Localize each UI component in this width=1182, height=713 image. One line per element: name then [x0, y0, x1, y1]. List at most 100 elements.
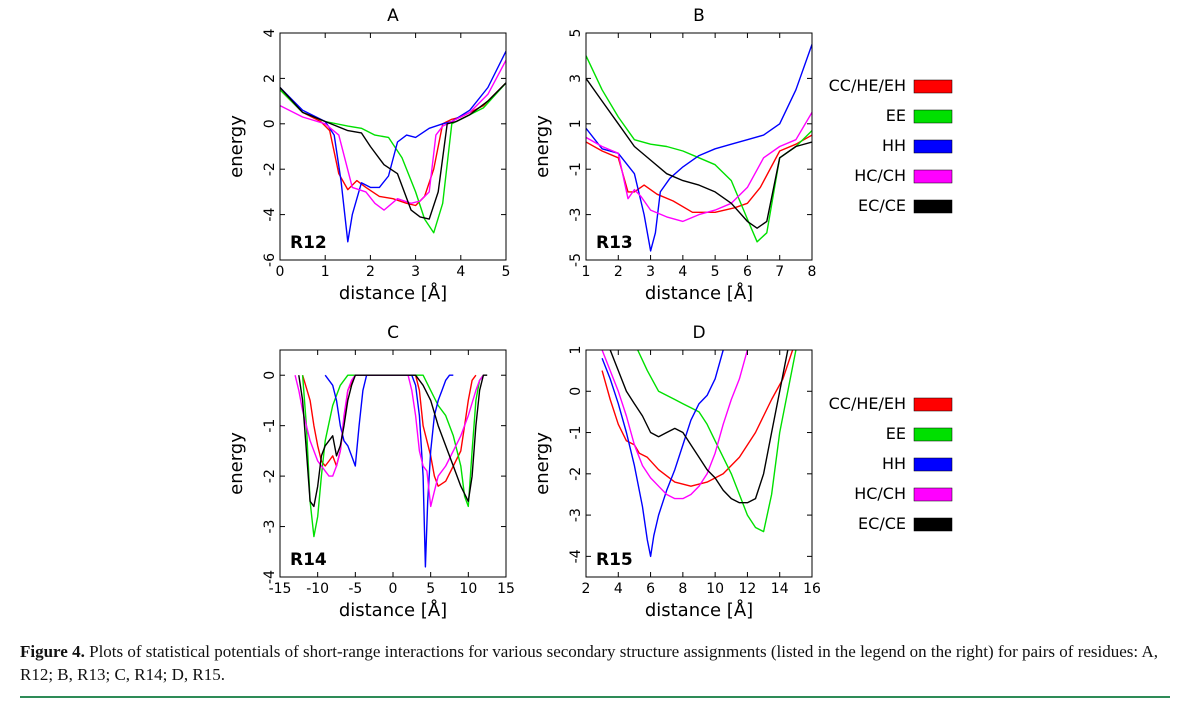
x-tick-label: 5: [502, 264, 511, 280]
x-tick-label: 12: [739, 581, 757, 597]
x-tick-label: 16: [803, 581, 821, 597]
legend-label: CC/HE/EH: [829, 76, 906, 95]
legend-label: HH: [882, 454, 906, 473]
x-tick-label: 15: [497, 581, 515, 597]
x-tick-label: 0: [389, 581, 398, 597]
legend-label: HH: [882, 136, 906, 155]
legend-swatch: [913, 457, 953, 472]
legend-swatch: [913, 487, 953, 502]
caption-rule: [20, 696, 1170, 698]
x-tick-label: 10: [706, 581, 724, 597]
panel-tag-c: R14: [290, 550, 327, 570]
series-line-b-cc-he-eh: [586, 134, 812, 214]
figure-caption: Figure 4. Plots of statistical potential…: [20, 640, 1165, 686]
x-tick-label: -15: [269, 581, 292, 597]
y-tick-label: -3: [262, 520, 278, 534]
x-tick-label: -10: [306, 581, 329, 597]
x-tick-label: 6: [646, 581, 655, 597]
series-line-b-hh: [586, 44, 812, 252]
plot-frame-a: [279, 32, 507, 261]
plot-frame-d: [585, 349, 813, 578]
y-tick-label: -2: [568, 467, 584, 481]
x-tick-label: 3: [646, 264, 655, 280]
y-axis-label-b: energy: [532, 115, 553, 178]
legend-swatch: [913, 199, 953, 214]
y-tick-label: 2: [262, 74, 278, 83]
y-tick-label: -4: [568, 549, 584, 563]
x-tick-label: 3: [411, 264, 420, 280]
legend-swatch: [913, 109, 953, 124]
y-tick-label: 0: [262, 371, 278, 380]
panel-tag-d: R15: [596, 550, 633, 570]
x-tick-label: 1: [582, 264, 591, 280]
x-axis-label-d: distance [Å]: [645, 599, 753, 621]
panel-tag-a: R12: [290, 233, 327, 253]
x-tick-label: 4: [614, 581, 623, 597]
legend-swatch: [913, 397, 953, 412]
x-axis-label-c: distance [Å]: [339, 599, 447, 621]
legend-label: HC/CH: [854, 166, 906, 185]
legend-label: HC/CH: [854, 484, 906, 503]
x-tick-label: 4: [678, 264, 687, 280]
y-tick-label: -1: [568, 162, 584, 176]
x-tick-label: 2: [366, 264, 375, 280]
series-line-a-ec-ce: [280, 82, 506, 220]
y-axis-label-c: energy: [226, 432, 247, 495]
y-tick-label: 0: [262, 119, 278, 128]
x-tick-label: 5: [711, 264, 720, 280]
caption-label: Figure 4.: [20, 642, 85, 661]
x-tick-label: 2: [614, 264, 623, 280]
series-line-a-cc-he-eh: [280, 82, 506, 207]
series-line-a-hc-ch: [280, 59, 506, 211]
legend-label: CC/HE/EH: [829, 394, 906, 413]
panel-title-c: C: [387, 323, 399, 343]
panel-tag-b: R13: [596, 233, 633, 253]
legend-label: EE: [886, 424, 906, 443]
y-tick-label: -4: [262, 208, 278, 222]
y-tick-label: -1: [568, 426, 584, 440]
plot-frame-b: [585, 32, 813, 261]
series-line-d-ee: [637, 350, 797, 533]
legend-label: EC/CE: [858, 514, 906, 533]
y-tick-label: 3: [568, 74, 584, 83]
x-axis-label-a: distance [Å]: [339, 282, 447, 304]
x-tick-label: 5: [426, 581, 435, 597]
x-tick-label: 0: [276, 264, 285, 280]
panel-title-b: B: [693, 6, 705, 26]
y-tick-label: 4: [262, 28, 278, 37]
series-line-d-hc-ch: [601, 350, 749, 500]
x-axis-label-b: distance [Å]: [645, 282, 753, 304]
legend-top: CC/HE/EH EE HH HC/CH EC/CE: [829, 76, 953, 215]
legend-swatch: [913, 169, 953, 184]
series-line-c-cc-he-eh: [301, 374, 477, 487]
x-tick-label: 1: [321, 264, 330, 280]
y-tick-label: -5: [568, 253, 584, 267]
y-tick-label: -2: [262, 162, 278, 176]
x-tick-label: 8: [808, 264, 817, 280]
series-line-c-ec-ce: [298, 374, 488, 508]
y-tick-label: -6: [262, 253, 278, 267]
series-line-d-cc-he-eh: [601, 350, 794, 487]
series-line-a-hh: [280, 50, 506, 243]
legend-swatch: [913, 79, 953, 94]
legend-label: EE: [886, 106, 906, 125]
x-tick-label: 7: [775, 264, 784, 280]
y-tick-label: -3: [568, 508, 584, 522]
y-tick-label: -4: [262, 570, 278, 584]
panel-title-a: A: [387, 6, 399, 26]
y-tick-label: -3: [568, 208, 584, 222]
x-tick-label: 2: [582, 581, 591, 597]
series-line-b-hc-ch: [586, 112, 812, 223]
y-axis-label-d: energy: [532, 432, 553, 495]
panel-title-d: D: [692, 323, 705, 343]
legend-swatch: [913, 517, 953, 532]
x-tick-label: 10: [459, 581, 477, 597]
x-tick-label: 14: [771, 581, 789, 597]
y-axis-label-a: energy: [226, 115, 247, 178]
x-tick-label: -5: [348, 581, 362, 597]
x-tick-label: 6: [743, 264, 752, 280]
